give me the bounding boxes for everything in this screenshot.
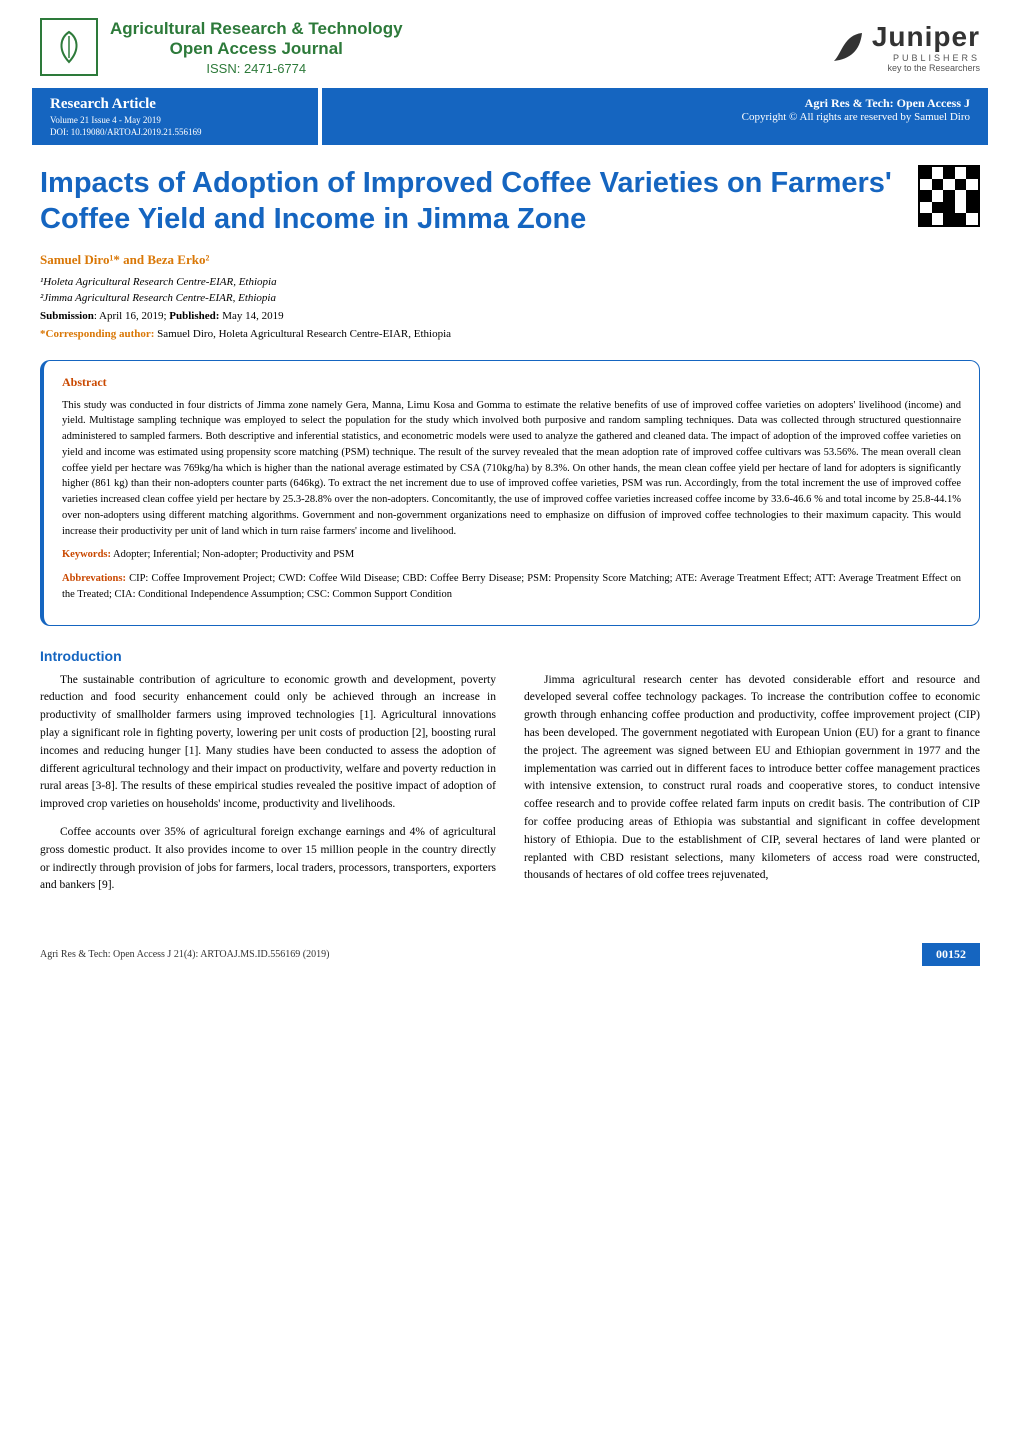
corresponding-text: Samuel Diro, Holeta Agricultural Researc… xyxy=(154,328,451,340)
column-1: The sustainable contribution of agricult… xyxy=(40,672,496,906)
publisher-logo: Juniper PUBLISHERS key to the Researcher… xyxy=(872,21,980,73)
copyright-text: Copyright © All rights are reserved by S… xyxy=(340,111,970,123)
journal-leaf-icon xyxy=(40,18,98,76)
intro-p3: Jimma agricultural research center has d… xyxy=(524,672,980,886)
keywords-label: Keywords: xyxy=(62,549,111,560)
submission-date: : April 16, 2019; xyxy=(94,310,169,322)
header-right: Juniper PUBLISHERS key to the Researcher… xyxy=(824,21,980,73)
blue-bar-right: Agri Res & Tech: Open Access J Copyright… xyxy=(322,88,988,145)
body-columns: The sustainable contribution of agricult… xyxy=(0,672,1020,926)
volume-label: Volume 21 Issue 4 - May 2019 xyxy=(50,115,300,125)
footer: Agri Res & Tech: Open Access J 21(4): AR… xyxy=(0,925,1020,990)
intro-heading: Introduction xyxy=(0,634,1020,672)
header-left: Agricultural Research & Technology Open … xyxy=(40,18,403,76)
abbreviations-line: Abbrevations: CIP: Coffee Improvement Pr… xyxy=(62,571,961,603)
journal-title-line2: Open Access Journal xyxy=(110,39,403,59)
footer-page-number: 00152 xyxy=(922,943,980,966)
abstract-heading: Abstract xyxy=(62,375,961,390)
blue-bar: Research Article Volume 21 Issue 4 - May… xyxy=(32,88,988,145)
publisher-name: Juniper xyxy=(872,21,980,53)
doi-label: DOI: 10.19080/ARTOAJ.2019.21.556169 xyxy=(50,127,300,137)
abbrev-text: CIP: Coffee Improvement Project; CWD: Co… xyxy=(62,573,961,600)
research-article-label: Research Article xyxy=(50,96,300,113)
affiliation-2: ²Jimma Agricultural Research Centre-EIAR… xyxy=(0,290,1020,306)
footer-citation: Agri Res & Tech: Open Access J 21(4): AR… xyxy=(40,949,329,960)
intro-p1: The sustainable contribution of agricult… xyxy=(40,672,496,815)
journal-abbrev: Agri Res & Tech: Open Access J xyxy=(340,96,970,111)
journal-issn: ISSN: 2471-6774 xyxy=(110,61,403,76)
intro-p2: Coffee accounts over 35% of agricultural… xyxy=(40,824,496,895)
article-title: Impacts of Adoption of Improved Coffee V… xyxy=(40,165,904,238)
qr-code-icon xyxy=(918,165,980,227)
published-date: May 14, 2019 xyxy=(219,310,283,322)
published-label: Published: xyxy=(169,310,219,322)
journal-title-line1: Agricultural Research & Technology xyxy=(110,19,403,39)
authors: Samuel Diro¹* and Beza Erko² xyxy=(0,246,1020,274)
header: Agricultural Research & Technology Open … xyxy=(0,0,1020,88)
keywords-line: Keywords: Adopter; Inferential; Non-adop… xyxy=(62,547,961,563)
affiliation-1: ¹Holeta Agricultural Research Centre-EIA… xyxy=(0,274,1020,290)
publisher-sub: PUBLISHERS xyxy=(872,53,980,63)
keywords-text: Adopter; Inferential; Non-adopter; Produ… xyxy=(111,549,354,560)
journal-name: Agricultural Research & Technology Open … xyxy=(110,19,403,76)
abbrev-label: Abbrevations: xyxy=(62,573,126,584)
abstract-body: This study was conducted in four distric… xyxy=(62,398,961,540)
publisher-tagline: key to the Researchers xyxy=(872,63,980,73)
blue-bar-left: Research Article Volume 21 Issue 4 - May… xyxy=(32,88,318,145)
abstract-box: Abstract This study was conducted in fou… xyxy=(40,360,980,626)
corresponding-label: *Corresponding author: xyxy=(40,328,154,340)
submission-line: Submission: April 16, 2019; Published: M… xyxy=(0,306,1020,326)
submission-label: Submission xyxy=(40,310,94,322)
title-row: Impacts of Adoption of Improved Coffee V… xyxy=(0,145,1020,246)
corresponding-author: *Corresponding author: Samuel Diro, Hole… xyxy=(0,326,1020,352)
column-2: Jimma agricultural research center has d… xyxy=(524,672,980,906)
publisher-leaf-icon xyxy=(824,23,872,71)
